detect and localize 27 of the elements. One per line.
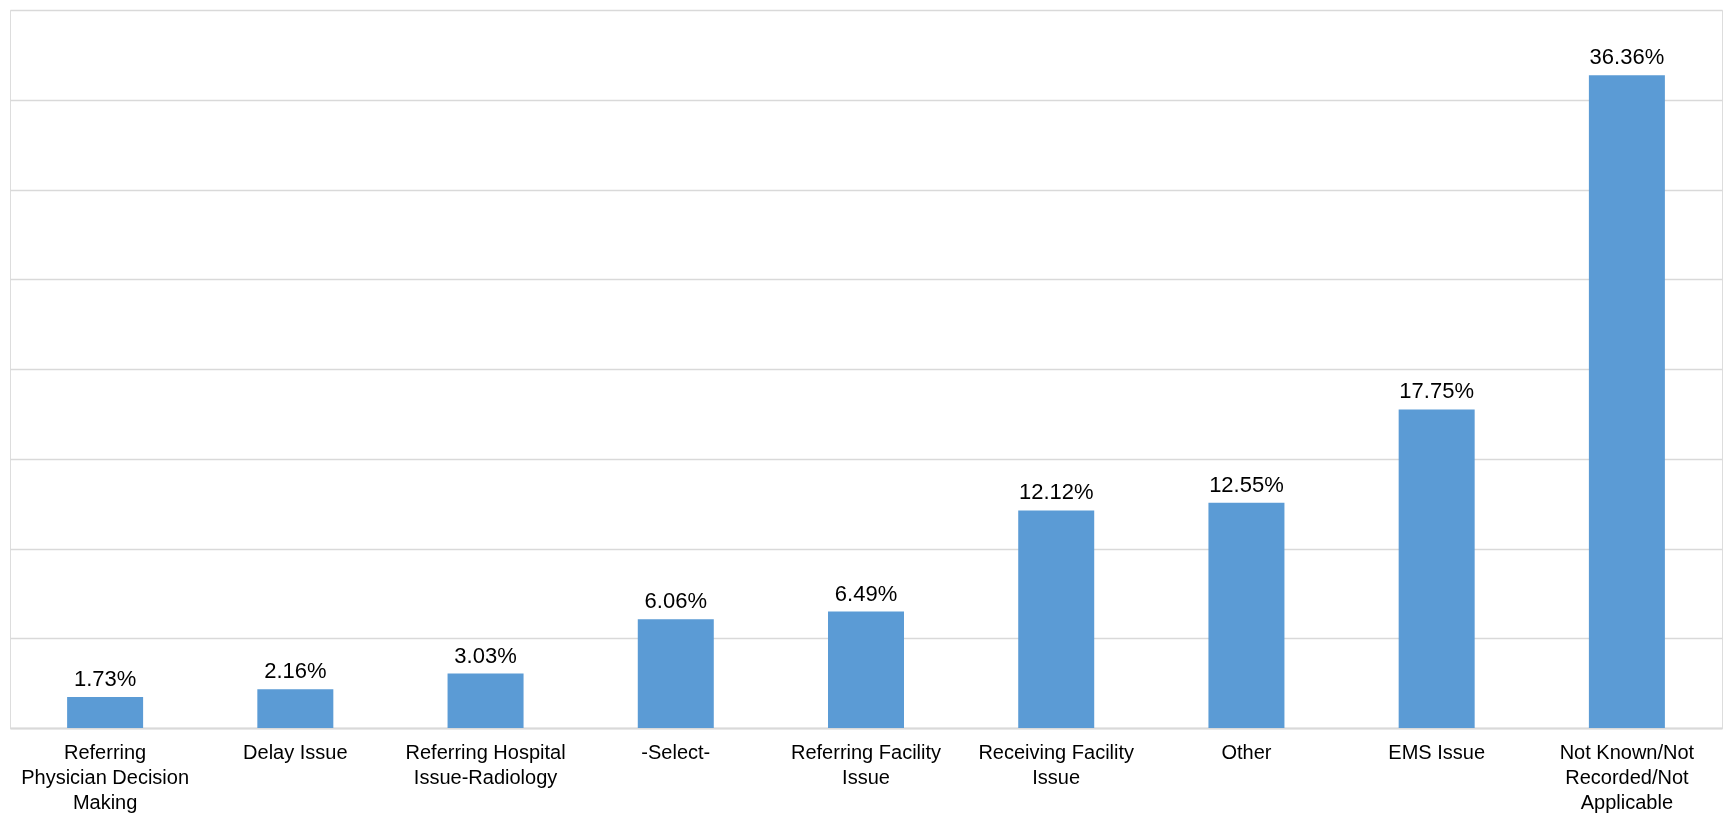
- bar: [1398, 409, 1475, 728]
- data-label: 2.16%: [264, 658, 327, 684]
- bar: [67, 696, 144, 728]
- data-label: 12.12%: [1018, 479, 1094, 505]
- data-label: 36.36%: [1589, 44, 1665, 70]
- bar: [257, 689, 334, 728]
- x-tick-label: Referring Facility Issue: [790, 740, 942, 788]
- data-label: 12.55%: [1209, 471, 1284, 497]
- x-tick-label: EMS Issue: [1388, 740, 1486, 763]
- x-tick-label: Receiving Facility Issue: [978, 740, 1135, 788]
- bar: [637, 619, 714, 728]
- x-tick-label: Referring Physician Decision Making: [21, 740, 190, 813]
- bar: [1588, 75, 1665, 728]
- data-label: 17.75%: [1399, 378, 1474, 404]
- data-label: 6.49%: [834, 580, 898, 606]
- bar: [1018, 510, 1095, 728]
- bar: [447, 673, 524, 728]
- data-label: 6.06%: [644, 588, 707, 614]
- bar: [1208, 502, 1285, 728]
- x-tick-label: -Select-: [641, 740, 711, 763]
- bar: [828, 611, 904, 728]
- data-label: 3.03%: [454, 642, 517, 668]
- data-label: 1.73%: [73, 665, 137, 691]
- x-tick-label: Other: [1221, 740, 1272, 763]
- x-tick-label: Referring Hospital Issue-Radiology: [405, 740, 566, 788]
- x-tick-label: Not Known/Not Recorded/Not Applicable: [1559, 740, 1695, 813]
- x-tick-label: Delay Issue: [243, 740, 348, 763]
